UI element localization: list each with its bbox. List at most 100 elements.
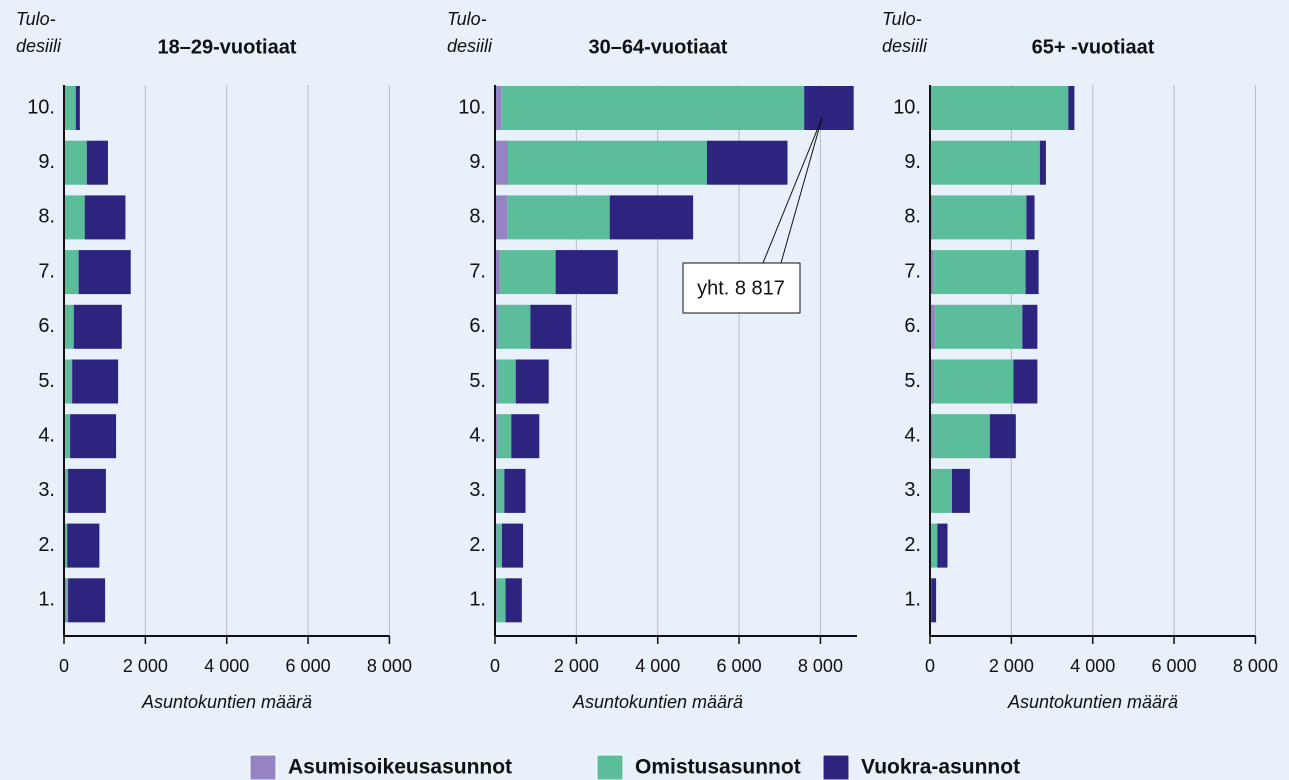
bar-segment (497, 414, 512, 459)
category-label: 5. (469, 370, 486, 392)
bar-segment (497, 359, 516, 404)
category-label: 8. (469, 206, 486, 228)
bar-segment (1025, 250, 1039, 295)
category-label: 3. (469, 479, 486, 501)
x-tick-label: 6 000 (286, 656, 331, 676)
bar-segment (65, 523, 68, 568)
category-label: 2. (38, 534, 55, 556)
category-label: 10. (27, 96, 55, 118)
bar-segment (496, 468, 505, 513)
legend-label: Vuokra-asunnot (861, 756, 1020, 779)
y-axis-label: desiili (882, 36, 928, 56)
category-label: 6. (469, 315, 486, 337)
bar-segment (84, 195, 126, 240)
bar-segment (804, 86, 854, 130)
bar-segment (515, 359, 549, 404)
category-label: 5. (38, 370, 55, 392)
bar-segment (931, 140, 1040, 185)
bar-segment (706, 140, 788, 185)
bar-segment (505, 578, 522, 623)
bar-segment (930, 304, 936, 349)
bar-segment (933, 250, 1026, 295)
bar-segment (68, 468, 106, 513)
category-label: 1. (904, 589, 921, 611)
bar-segment (78, 250, 131, 295)
panel-title: 30–64-vuotiaat (589, 36, 728, 58)
y-axis-label: desiili (16, 36, 62, 56)
bar-segment (504, 468, 526, 513)
bar-segment (989, 414, 1016, 459)
bar-segment (67, 523, 100, 568)
bar-segment (951, 468, 970, 513)
panel-title: 65+ -vuotiaat (1032, 36, 1155, 58)
bar-segment (498, 304, 531, 349)
bar-segment (86, 140, 108, 185)
bar-segment (930, 359, 935, 404)
bar-segment (495, 414, 498, 459)
bar-segment (495, 195, 508, 240)
category-label: 6. (904, 315, 921, 337)
bar-segment (511, 414, 540, 459)
x-tick-label: 4 000 (204, 656, 249, 676)
bar-segment (1026, 195, 1035, 240)
bar-segment (500, 250, 556, 295)
category-label: 2. (469, 534, 486, 556)
bar-segment (64, 250, 79, 295)
x-tick-label: 2 000 (989, 656, 1034, 676)
bar-segment (65, 414, 71, 459)
bar-segment (934, 359, 1014, 404)
category-label: 7. (469, 260, 486, 282)
bar-segment (65, 468, 69, 513)
panel-title: 18–29-vuotiaat (158, 36, 297, 58)
category-label: 9. (904, 151, 921, 173)
x-tick-label: 0 (490, 656, 500, 676)
bar-segment (609, 195, 694, 240)
bar-segment (66, 578, 69, 623)
bar-segment (501, 523, 524, 568)
bar-segment (935, 304, 1023, 349)
category-label: 3. (38, 479, 55, 501)
category-label: 1. (38, 589, 55, 611)
bar-segment (530, 304, 572, 349)
x-tick-label: 6 000 (1152, 656, 1197, 676)
y-axis-label: desiili (447, 36, 493, 56)
bar-segment (932, 195, 1027, 240)
bar-segment (65, 359, 73, 404)
bar-segment (495, 359, 498, 404)
bar-segment (64, 140, 87, 185)
bar-segment (555, 250, 618, 295)
category-label: 7. (904, 260, 921, 282)
bar-segment (1039, 140, 1046, 185)
category-label: 5. (904, 370, 921, 392)
x-tick-label: 4 000 (1070, 656, 1115, 676)
category-label: 8. (38, 206, 55, 228)
category-label: 9. (38, 151, 55, 173)
y-axis-label: Tulo- (16, 9, 56, 29)
x-tick-label: 8 000 (367, 656, 412, 676)
bar-segment (501, 86, 805, 130)
category-label: 10. (893, 96, 921, 118)
annotation-box (682, 262, 801, 314)
x-axis-label: Asuntokuntien määrä (572, 692, 743, 712)
x-tick-label: 2 000 (123, 656, 168, 676)
x-axis-label: Asuntokuntien määrä (141, 692, 312, 712)
bar-segment (72, 359, 119, 404)
bar-segment (496, 578, 506, 623)
x-tick-label: 8 000 (798, 656, 843, 676)
legend-label: Omistusasunnot (635, 756, 801, 779)
category-label: 9. (469, 151, 486, 173)
legend-swatch (249, 754, 277, 780)
bar-segment (64, 578, 67, 623)
bar-segment (1022, 304, 1038, 349)
bar-segment (496, 523, 502, 568)
bar-segment (932, 414, 990, 459)
bar-segment (930, 523, 938, 568)
bar-segment (495, 250, 501, 295)
legend-swatch (596, 754, 624, 780)
category-label: 10. (458, 96, 486, 118)
x-axis-label: Asuntokuntien määrä (1007, 692, 1178, 712)
y-axis-label: Tulo- (447, 9, 487, 29)
bar-segment (64, 304, 74, 349)
bar-segment (508, 140, 707, 185)
